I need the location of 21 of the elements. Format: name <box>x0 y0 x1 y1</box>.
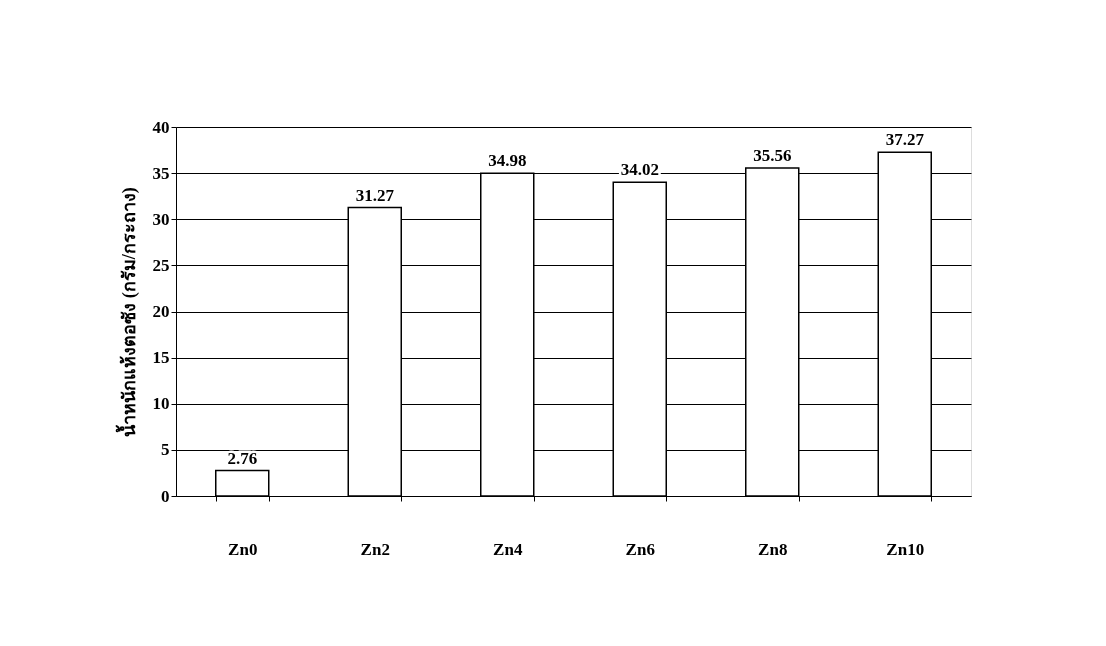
y-tick-label: 0 <box>161 486 170 506</box>
y-tick-label: 30 <box>152 209 170 229</box>
y-tick-label: 35 <box>152 163 170 183</box>
data-label: 34.98 <box>488 151 527 171</box>
x-tick-label: Zn0 <box>228 539 258 559</box>
y-tick-label: 5 <box>161 440 170 460</box>
data-label: 31.27 <box>355 185 395 205</box>
x-tick-label: Zn10 <box>886 539 925 559</box>
y-tick-label: 20 <box>152 302 170 321</box>
y-tick-label: 10 <box>152 394 170 414</box>
data-label: 35.56 <box>753 145 792 165</box>
y-tick-label: 25 <box>152 255 170 275</box>
x-tick-label: Zn6 <box>625 539 655 559</box>
y-tick-label: 40 <box>152 117 170 137</box>
x-tick-label: Zn2 <box>360 539 390 559</box>
y-tick-label: 15 <box>152 348 170 368</box>
y-axis-title: น้ำหนักแห้งตอซัง (กรัม/กระถาง) <box>114 187 140 437</box>
x-tick-label: Zn4 <box>493 539 523 559</box>
data-label: 37.27 <box>885 130 925 150</box>
data-label: 2.76 <box>227 448 258 468</box>
x-tick-label: Zn8 <box>758 539 788 559</box>
